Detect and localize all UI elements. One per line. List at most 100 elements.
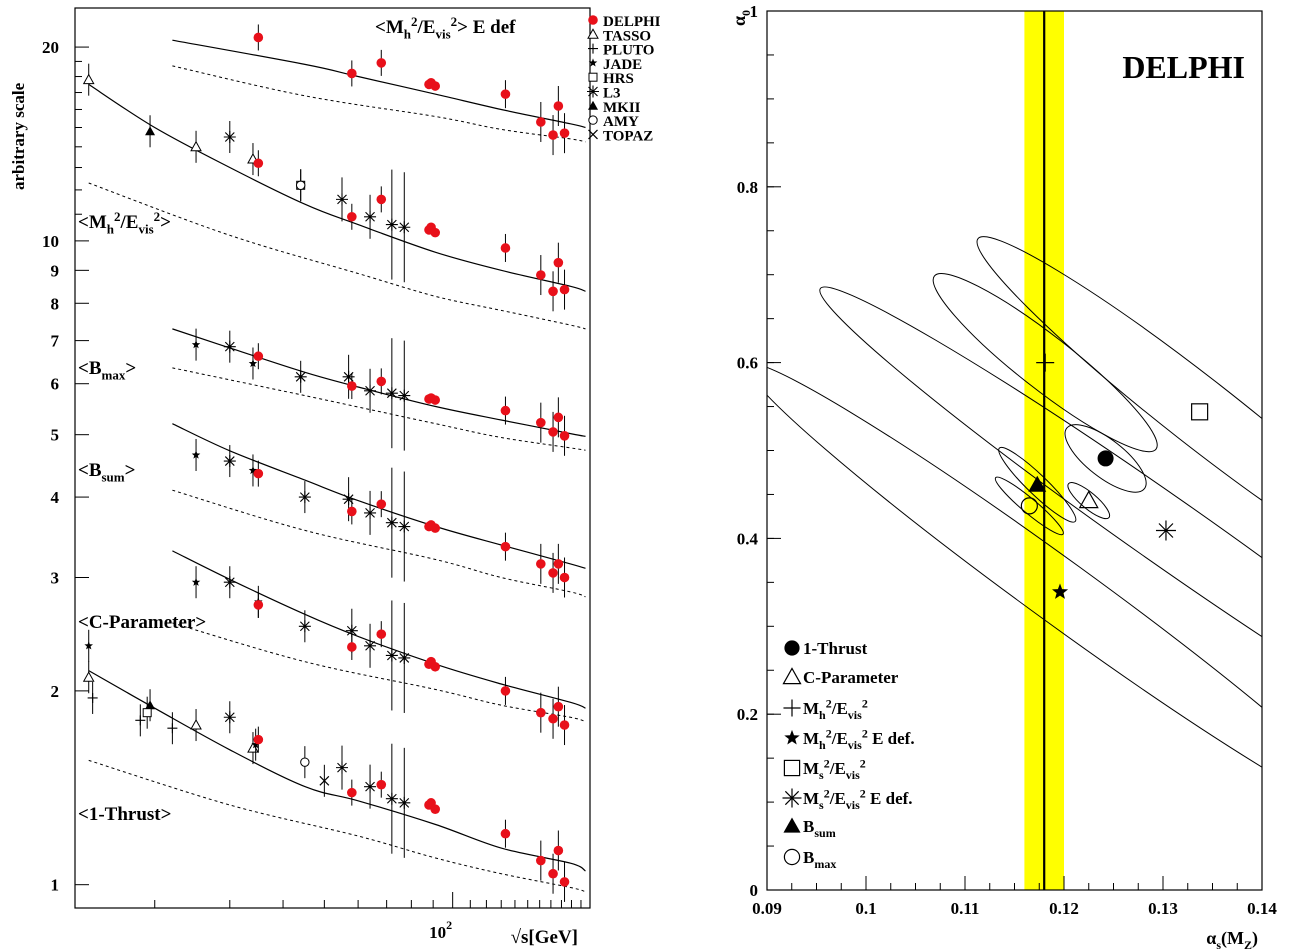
data-point-delphi [559, 720, 570, 730]
fit-curve [88, 83, 586, 292]
legend-marker-jade [588, 58, 598, 67]
y-tick-label: 0.4 [737, 529, 759, 548]
y-tick-label: 8 [51, 294, 60, 313]
panel-title: DELPHI [1122, 49, 1245, 85]
y-tick-label: 1 [750, 2, 759, 21]
data-point-delphi [559, 877, 570, 887]
legend-label-cpar: C-Parameter [803, 668, 899, 687]
confidence-contour [932, 272, 1158, 453]
data-point-delphi [376, 499, 387, 509]
y-tick-label: 0.2 [737, 705, 758, 724]
curve-label-mh-edef: <Mh2/Evis2> E def [375, 14, 516, 41]
reference-curve-dashed [88, 759, 586, 893]
data-point-topaz [319, 775, 330, 786]
data-point-l3 [223, 130, 236, 143]
reference-curve-dashed [172, 489, 586, 598]
data-point-delphi [430, 804, 441, 814]
point-open-circle [1020, 497, 1038, 515]
data-point-tasso [190, 140, 202, 152]
point-asterisk [1155, 520, 1176, 541]
data-point-delphi [536, 117, 546, 127]
data-point-delphi [430, 81, 441, 91]
data-point-delphi [500, 828, 511, 839]
y-tick-label: 1 [51, 876, 60, 895]
fit-curve [172, 39, 586, 129]
y-tick-label: 0.6 [737, 354, 758, 373]
data-point-l3 [223, 576, 236, 589]
curve-group [82, 63, 586, 330]
result-points [1020, 353, 1209, 599]
point-open-square [1191, 403, 1209, 421]
data-point-delphi [253, 158, 264, 169]
data-point-delphi [548, 868, 558, 879]
data-point-jade [191, 450, 201, 459]
data-point-delphi [430, 395, 441, 405]
data-point-mkii [145, 700, 156, 710]
y-axis-title: α0 [729, 10, 753, 26]
data-point-jade [248, 359, 258, 368]
data-point-delphi [253, 468, 264, 479]
legend-marker-ms_edef [782, 788, 802, 808]
data-point-l3 [385, 218, 398, 231]
confidence-contour [998, 446, 1077, 523]
data-point-delphi [253, 351, 264, 362]
curve-label-thrust: <1-Thrust> [78, 804, 171, 825]
data-point-pluto [87, 692, 98, 703]
legend-marker-ms [783, 759, 801, 777]
data-point-delphi [548, 713, 558, 724]
x-axis-title: √s[GeV] [511, 927, 578, 948]
legend-label-thrust: 1-Thrust [803, 639, 868, 658]
confidence-contour [994, 476, 1064, 536]
data-point-delphi [536, 855, 546, 866]
data-point-jade [191, 577, 201, 586]
legend-marker-tasso [587, 28, 599, 39]
data-point-delphi [376, 194, 387, 205]
y-axis-title: arbitrary scale [9, 82, 28, 190]
right-legend: 1-Thrust C-Parameter Mh2/Evis2 Mh2/Evis2 E … [782, 639, 915, 871]
legend-marker-l3 [587, 85, 599, 98]
data-point-delphi [500, 243, 511, 253]
data-point-l3 [294, 370, 307, 383]
legend-label-bmax: Bmax [803, 848, 836, 871]
data-point-l3 [398, 221, 411, 234]
legend-marker-amy [588, 115, 598, 125]
data-point-l3 [364, 384, 377, 397]
reference-curve-dashed [172, 65, 586, 143]
data-point-delphi [548, 130, 558, 140]
legend-marker-mh [783, 699, 801, 717]
legend-marker-mkii [588, 100, 598, 110]
data-point-l3 [223, 455, 236, 468]
data-point-delphi [553, 559, 564, 569]
x-tick-label: 0.11 [951, 899, 980, 918]
y-tick-label: 6 [51, 375, 60, 394]
data-point-l3 [398, 389, 411, 402]
point-open-triangle [1078, 490, 1099, 509]
y-tick-label: 3 [51, 569, 60, 588]
curve-group [172, 423, 586, 598]
data-point-delphi [548, 286, 558, 297]
point-plus [1036, 353, 1055, 372]
legend-label-hrs: HRS [603, 71, 634, 87]
x-tick-label: 102 [429, 918, 452, 942]
legend-marker-cpar [782, 667, 802, 685]
data-point-l3 [385, 649, 398, 662]
legend-label-mh_edef: Mh2/Evis2 E def. [803, 727, 915, 752]
confidence-contour [767, 362, 1262, 822]
data-point-pluto [135, 715, 146, 726]
data-point-delphi [553, 412, 564, 423]
y-tick-label: 0.8 [737, 178, 758, 197]
data-point-delphi [559, 128, 570, 138]
confidence-contour [819, 286, 1262, 775]
y-tick-label: 0 [750, 881, 759, 900]
data-point-delphi [347, 211, 357, 222]
curve-group [172, 550, 586, 746]
data-point-delphi [559, 284, 570, 295]
reference-curve-dashed [88, 182, 586, 330]
data-point-delphi [536, 707, 546, 718]
data-point-delphi [500, 405, 511, 416]
data-point-l3 [398, 796, 411, 809]
data-point-delphi [536, 417, 546, 428]
data-point-delphi [500, 541, 511, 552]
legend-marker-delphi [588, 15, 598, 25]
